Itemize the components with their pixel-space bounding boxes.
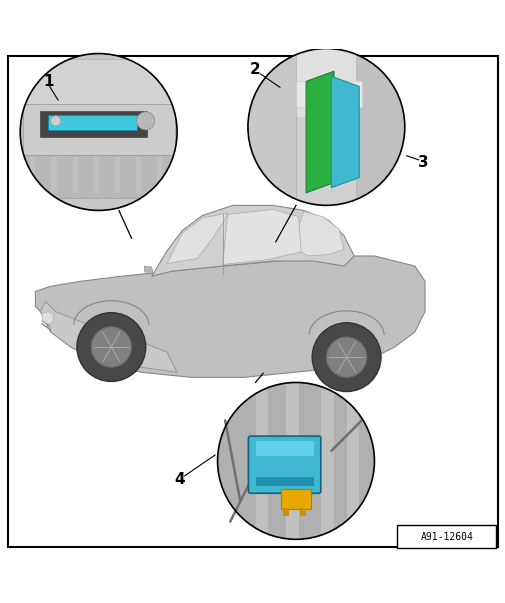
Text: 2: 2 — [249, 62, 261, 77]
Circle shape — [77, 312, 145, 382]
Bar — [23, 104, 174, 155]
Bar — [157, 157, 162, 193]
Polygon shape — [298, 212, 343, 256]
Bar — [299, 508, 306, 516]
Text: 1: 1 — [43, 74, 53, 89]
Bar — [346, 380, 359, 542]
Bar — [283, 508, 289, 516]
Polygon shape — [167, 213, 227, 264]
Bar — [18, 51, 179, 213]
Bar — [72, 157, 77, 193]
Bar — [23, 58, 174, 104]
Polygon shape — [331, 77, 359, 188]
Text: 4: 4 — [174, 472, 184, 487]
Circle shape — [330, 88, 342, 100]
Bar — [245, 46, 407, 208]
Bar — [135, 157, 140, 193]
Bar — [396, 525, 495, 548]
Polygon shape — [144, 266, 153, 272]
Bar — [40, 111, 146, 137]
Circle shape — [50, 116, 61, 126]
Bar — [285, 380, 298, 542]
Polygon shape — [245, 56, 295, 198]
Bar — [321, 380, 333, 542]
Text: 3: 3 — [418, 155, 428, 170]
Polygon shape — [306, 71, 333, 193]
Polygon shape — [41, 312, 53, 324]
Polygon shape — [356, 46, 407, 208]
Bar — [255, 477, 313, 486]
Polygon shape — [152, 206, 354, 276]
Bar — [295, 81, 361, 107]
Circle shape — [326, 337, 366, 377]
Bar — [23, 155, 174, 198]
Circle shape — [312, 323, 380, 391]
Circle shape — [136, 112, 155, 130]
Polygon shape — [40, 302, 177, 372]
Bar — [280, 488, 311, 509]
Circle shape — [91, 327, 131, 367]
Bar — [215, 380, 376, 542]
Bar — [245, 46, 407, 117]
Circle shape — [310, 88, 322, 100]
Text: A91-12604: A91-12604 — [420, 532, 472, 541]
Polygon shape — [222, 209, 300, 265]
Polygon shape — [35, 256, 424, 377]
Circle shape — [20, 54, 177, 210]
Bar — [255, 380, 268, 542]
Bar — [52, 157, 57, 193]
Bar — [255, 441, 313, 456]
Bar — [93, 157, 98, 193]
Bar — [30, 157, 35, 193]
FancyBboxPatch shape — [248, 436, 320, 493]
Bar — [48, 115, 136, 130]
Bar — [115, 157, 120, 193]
Circle shape — [217, 382, 374, 539]
Circle shape — [247, 48, 404, 206]
